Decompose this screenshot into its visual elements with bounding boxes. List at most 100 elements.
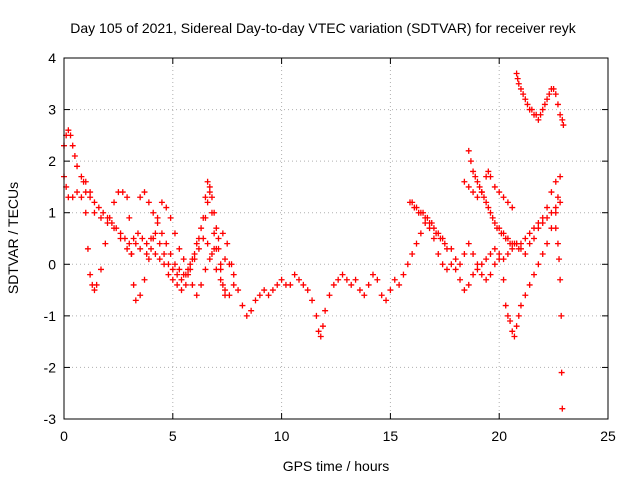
data-point — [554, 194, 561, 201]
data-point — [509, 245, 516, 252]
data-point — [531, 271, 538, 278]
data-point — [291, 271, 298, 278]
data-point — [470, 189, 477, 196]
data-point — [261, 287, 268, 294]
series-trace-b — [61, 127, 237, 299]
data-point — [167, 214, 174, 221]
data-point — [187, 261, 194, 268]
data-point — [193, 292, 200, 299]
data-point — [504, 312, 511, 319]
data-point — [91, 209, 98, 216]
data-point — [69, 142, 76, 149]
data-point — [230, 281, 237, 288]
data-point — [378, 292, 385, 299]
data-point — [480, 194, 487, 201]
plot-frame — [63, 57, 609, 420]
data-point — [409, 250, 416, 257]
data-point — [180, 271, 187, 278]
series-trace-j — [552, 225, 566, 412]
data-point — [483, 199, 490, 206]
data-point — [224, 240, 231, 247]
data-point — [91, 287, 98, 294]
data-point — [78, 194, 85, 201]
data-point — [474, 194, 481, 201]
data-point — [474, 178, 481, 185]
x-tick-label: 25 — [600, 428, 616, 444]
series-trace-c — [80, 178, 235, 304]
data-point — [457, 276, 464, 283]
data-point — [413, 240, 420, 247]
data-point — [522, 250, 529, 257]
y-tick-label: 4 — [48, 50, 56, 66]
data-point — [461, 287, 468, 294]
data-point — [106, 214, 113, 221]
y-axis-label: SDTVAR / TECUs — [5, 182, 21, 294]
series-trace-a — [61, 173, 564, 340]
data-point — [452, 256, 459, 263]
data-point — [546, 91, 553, 98]
data-point — [174, 271, 181, 278]
data-point — [143, 240, 150, 247]
data-point — [474, 266, 481, 273]
data-point — [67, 132, 74, 139]
data-point — [243, 312, 250, 319]
data-point — [180, 256, 187, 263]
data-point — [539, 220, 546, 227]
data-point — [404, 261, 411, 268]
data-point — [274, 281, 281, 288]
data-point — [326, 292, 333, 299]
data-point — [396, 281, 403, 288]
data-point — [208, 250, 215, 257]
data-point — [189, 281, 196, 288]
data-point — [487, 271, 494, 278]
data-point — [417, 230, 424, 237]
x-axis-label: GPS time / hours — [283, 458, 390, 474]
x-tick-label: 20 — [491, 428, 507, 444]
data-point — [544, 240, 551, 247]
data-point — [509, 328, 516, 335]
data-point — [559, 405, 566, 412]
data-point — [126, 240, 133, 247]
data-point — [478, 271, 485, 278]
data-point — [430, 235, 437, 242]
data-point — [531, 225, 538, 232]
data-point — [198, 225, 205, 232]
data-point — [528, 106, 535, 113]
data-point — [319, 323, 326, 330]
y-tick-label: 3 — [48, 102, 56, 118]
data-point — [248, 307, 255, 314]
data-point — [539, 250, 546, 257]
data-point — [557, 276, 564, 283]
data-point — [483, 256, 490, 263]
data-point — [522, 292, 529, 299]
data-point — [161, 250, 168, 257]
data-point — [391, 276, 398, 283]
data-point — [470, 168, 477, 175]
data-point — [148, 245, 155, 252]
data-point — [339, 271, 346, 278]
data-point — [489, 214, 496, 221]
data-point — [557, 199, 564, 206]
data-point — [515, 312, 522, 319]
data-point — [202, 214, 209, 221]
data-point — [526, 281, 533, 288]
data-point — [287, 281, 294, 288]
data-point — [496, 189, 503, 196]
series-trace-h — [448, 194, 561, 340]
data-point — [200, 235, 207, 242]
data-point — [137, 194, 144, 201]
y-tick-label: -1 — [44, 308, 57, 324]
data-point — [143, 250, 150, 257]
data-point — [211, 209, 218, 216]
data-point — [526, 230, 533, 237]
data-point — [217, 261, 224, 268]
data-point — [156, 256, 163, 263]
data-point — [230, 271, 237, 278]
data-point — [97, 266, 104, 273]
data-point — [330, 281, 337, 288]
data-point — [176, 266, 183, 273]
series-trace-f — [465, 147, 564, 252]
data-point — [130, 281, 137, 288]
data-point — [265, 292, 272, 299]
data-point — [132, 297, 139, 304]
